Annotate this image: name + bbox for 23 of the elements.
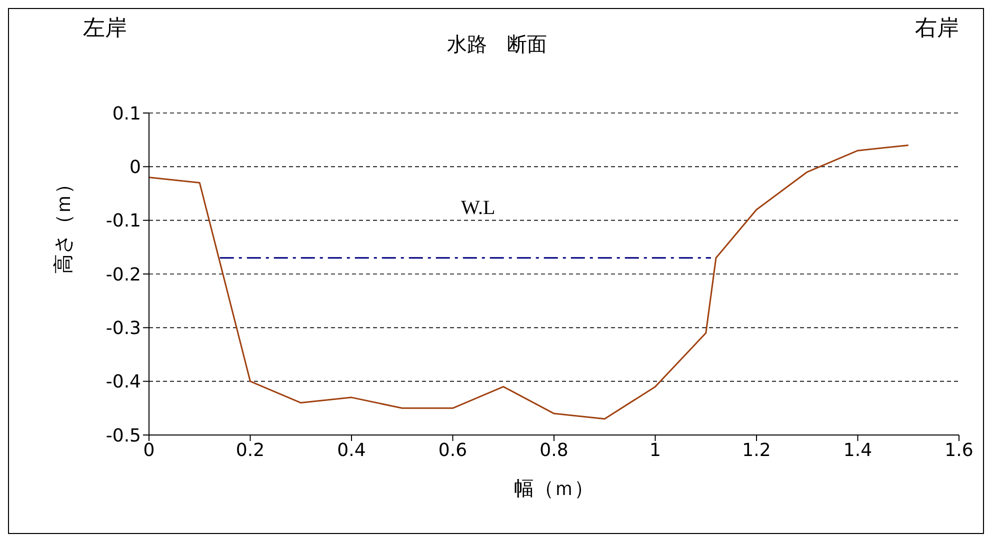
y-tick-label: -0.4 — [106, 372, 141, 393]
x-tick-label: 0 — [143, 440, 155, 461]
x-tick-label: 0.6 — [438, 440, 468, 461]
y-tick-label: -0.5 — [106, 425, 141, 446]
annotation: W.L — [461, 197, 496, 220]
text: 右岸 — [915, 15, 959, 43]
x-tick-label: 0.2 — [236, 440, 265, 461]
y-tick-label: 0 — [130, 157, 141, 178]
chart-title: 水路 断面 — [447, 32, 547, 56]
text: 左岸 — [83, 15, 127, 43]
x-tick-label: 0.8 — [540, 440, 568, 461]
x-axis-title: 幅（ｍ） — [514, 476, 594, 500]
line-series — [149, 144, 910, 420]
y-tick-label: -0.1 — [106, 210, 141, 232]
x-tick-label: 1.4 — [843, 440, 872, 461]
x-tick-label: 0.4 — [337, 440, 366, 461]
x-tick-label: 1 — [650, 440, 661, 461]
y-tick-label: 0.1 — [112, 103, 141, 124]
x-tick-label: 1.2 — [742, 440, 771, 461]
x-tick-label: 1.6 — [944, 440, 974, 461]
y-axis-title: 高さ（ｍ） — [51, 174, 76, 274]
y-tick-label: -0.2 — [106, 264, 141, 286]
y-tick-label: -0.3 — [106, 318, 141, 340]
